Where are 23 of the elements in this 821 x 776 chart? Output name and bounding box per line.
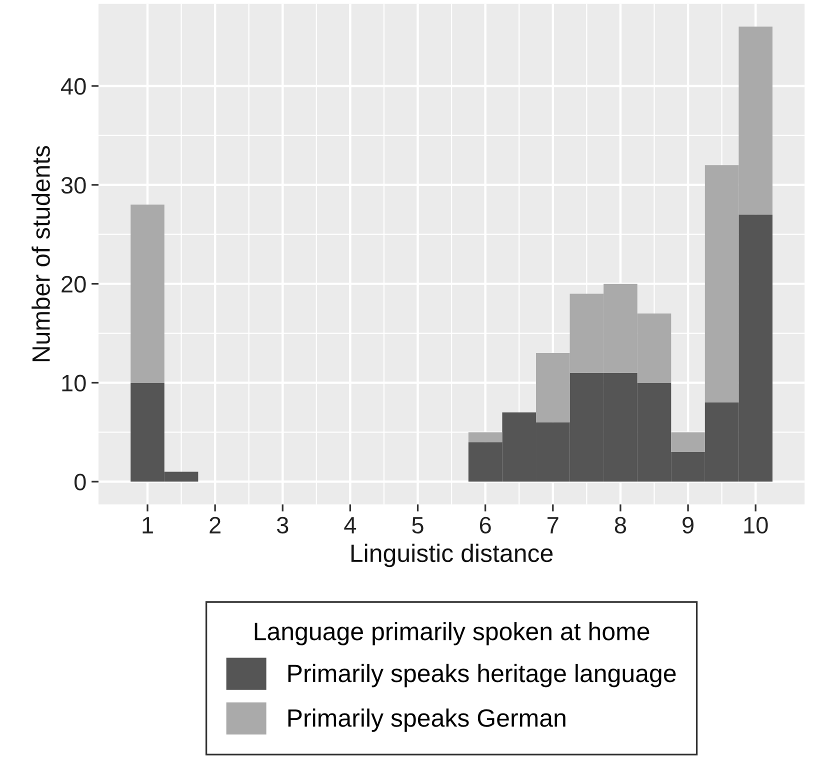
y-tick-label: 0 xyxy=(74,474,86,490)
legend-label: Primarily speaks German xyxy=(288,708,566,732)
bar xyxy=(130,204,164,383)
x-tick-label: 4 xyxy=(344,517,356,534)
x-tick-label: 7 xyxy=(548,517,558,534)
y-tick-label: 20 xyxy=(62,276,86,293)
bar xyxy=(671,432,705,452)
x-tick-label: 3 xyxy=(276,516,288,534)
y-tick-label: 40 xyxy=(60,78,86,95)
x-axis-title: Linguistic distance xyxy=(351,544,553,568)
x-tick-label: 9 xyxy=(682,516,694,534)
x-tick-label: 6 xyxy=(480,516,491,534)
x-tick-label: 2 xyxy=(210,516,220,534)
legend-title: Language primarily spoken at home xyxy=(254,622,650,646)
legend-label: Primarily speaks heritage language xyxy=(288,664,676,688)
y-tick-label: 30 xyxy=(61,176,86,194)
x-tick-label: 1 xyxy=(142,517,153,534)
y-tick-label: 10 xyxy=(62,374,86,392)
x-tick-label: 8 xyxy=(614,516,626,534)
x-tick-label: 5 xyxy=(412,517,424,534)
x-tick-label: 10 xyxy=(744,516,768,534)
bar xyxy=(468,432,502,442)
y-axis-title: Number of students xyxy=(32,146,50,362)
